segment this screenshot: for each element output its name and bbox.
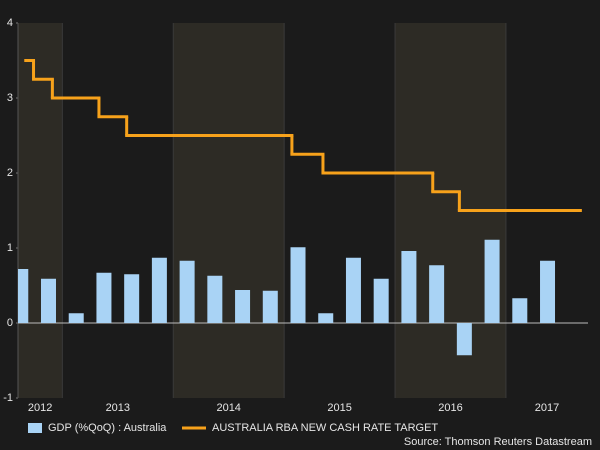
x-tick-label: 2014 [216, 402, 240, 414]
legend-swatch [28, 423, 42, 433]
y-tick-label: -1 [3, 392, 13, 404]
bar [318, 313, 334, 323]
bar [68, 313, 84, 323]
bar [345, 257, 361, 323]
bar [96, 272, 112, 323]
x-tick-label: 2015 [327, 402, 351, 414]
y-tick-label: 0 [7, 317, 13, 329]
y-tick-label: 1 [7, 242, 13, 254]
year-band [173, 23, 285, 398]
bar [262, 290, 278, 323]
bar [151, 257, 167, 323]
x-tick-label: 2013 [106, 402, 130, 414]
bar [207, 275, 223, 323]
y-tick-label: 4 [7, 17, 13, 29]
bar [401, 251, 417, 323]
bar [429, 265, 445, 323]
source: Source: Thomson Reuters Datastream [404, 436, 592, 448]
bar [484, 239, 500, 323]
bar [18, 269, 29, 323]
x-tick-label: 2012 [28, 402, 52, 414]
bar [456, 323, 472, 356]
x-tick-label: 2017 [535, 402, 559, 414]
bar [373, 278, 389, 323]
bar [124, 274, 140, 323]
bar [235, 290, 251, 323]
year-band [18, 23, 63, 398]
bar [540, 260, 556, 323]
y-tick-label: 3 [7, 92, 13, 104]
x-tick-label: 2016 [438, 402, 462, 414]
legend-label: GDP (%QoQ) : Australia [48, 422, 167, 434]
bar [179, 260, 195, 323]
y-tick-label: 2 [7, 167, 13, 179]
bar [512, 298, 528, 323]
bar [40, 278, 56, 323]
bar [290, 247, 306, 323]
legend-label: AUSTRALIA RBA NEW CASH RATE TARGET [212, 422, 438, 434]
